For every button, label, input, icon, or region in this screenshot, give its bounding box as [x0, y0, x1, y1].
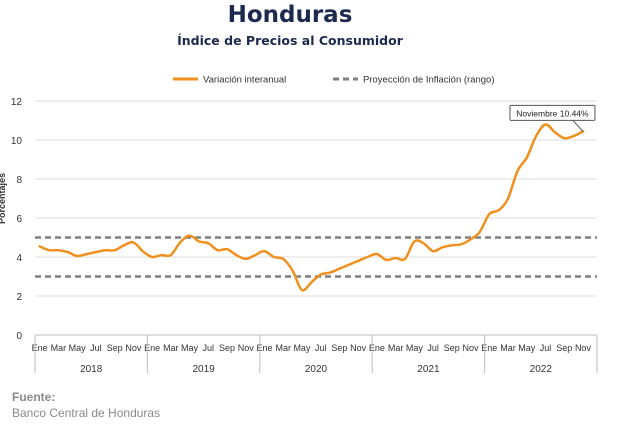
y-tick-label: 4 [16, 253, 22, 264]
y-tick-label: 10 [11, 136, 23, 147]
y-tick-label: 12 [11, 97, 23, 108]
x-tick-label: Nov [575, 343, 592, 353]
y-tick-label: 8 [16, 175, 22, 186]
x-tick-label: Nov [238, 343, 255, 353]
x-tick-label: May [69, 343, 87, 353]
x-tick-label: Mar [163, 343, 179, 353]
chart-subtitle: Índice de Precios al Consumidor [177, 33, 403, 48]
year-label: 2019 [192, 364, 215, 375]
source-value: Banco Central de Honduras [12, 406, 161, 420]
year-label: 2018 [80, 364, 103, 375]
x-tick-label: Nov [463, 343, 480, 353]
source-label: Fuente: [12, 390, 56, 404]
x-tick-label: Sep [219, 343, 235, 353]
x-tick-label: Ene [481, 343, 497, 353]
y-axis-title: Porcentajes [0, 173, 7, 224]
annotation-box [509, 104, 596, 121]
y-tick-label: 6 [16, 214, 22, 225]
x-tick-label: Mar [388, 343, 404, 353]
legend-label-variacion: Variación interanual [203, 75, 286, 86]
x-tick-label: Mar [51, 343, 67, 353]
x-tick-label: Jul [203, 343, 215, 353]
x-tick-label: Nov [125, 343, 142, 353]
annotation-leader [572, 120, 584, 132]
year-label: 2021 [417, 364, 440, 375]
x-tick-label: May [293, 343, 311, 353]
x-tick-label: May [181, 343, 199, 353]
year-label: 2020 [305, 364, 328, 375]
x-tick-label: Sep [556, 343, 572, 353]
x-tick-label: Mar [500, 343, 516, 353]
y-tick-label: 2 [16, 292, 22, 303]
x-tick-label: Mar [275, 343, 291, 353]
x-tick-label: Sep [107, 343, 123, 353]
legend-label-proyeccion: Proyección de Inflación (rango) [363, 75, 495, 86]
x-tick-label: May [518, 343, 536, 353]
x-tick-label: Ene [144, 343, 160, 353]
x-tick-label: Jul [90, 343, 102, 353]
x-tick-label: Ene [256, 343, 272, 353]
y-tick-label: 0 [16, 331, 22, 342]
x-tick-label: May [406, 343, 424, 353]
x-tick-label: Ene [369, 343, 385, 353]
x-tick-label: Sep [331, 343, 347, 353]
annotation-label: Noviembre 10.44% [516, 108, 589, 118]
series-line-variacion-interanual [38, 123, 585, 292]
x-tick-label: Nov [350, 343, 367, 353]
year-label: 2022 [530, 364, 553, 375]
x-tick-label: Jul [427, 343, 439, 353]
x-tick-label: Jul [315, 343, 327, 353]
chart-title: Honduras [227, 2, 353, 28]
x-tick-label: Ene [32, 343, 48, 353]
x-tick-label: Sep [444, 343, 460, 353]
x-tick-label: Jul [540, 343, 552, 353]
